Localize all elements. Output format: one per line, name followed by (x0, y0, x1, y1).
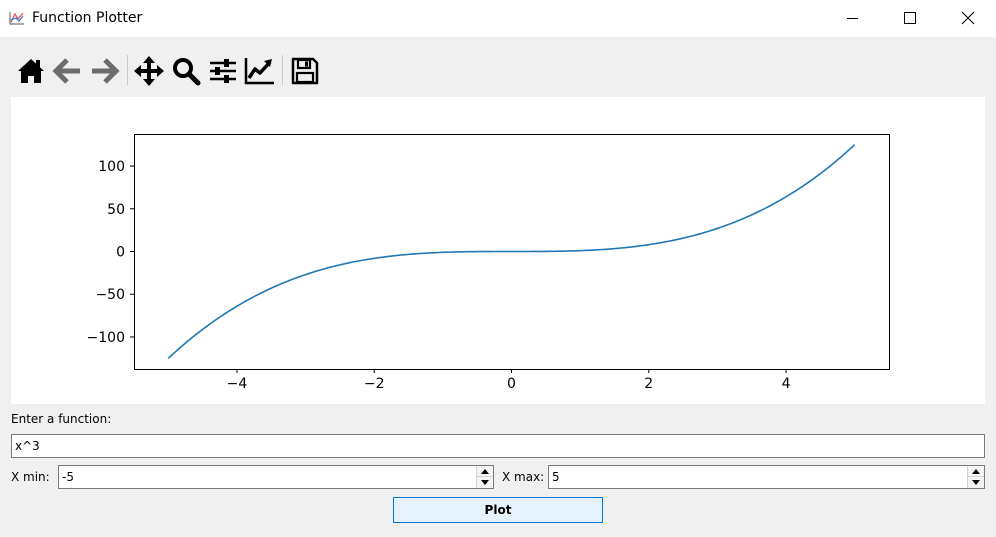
minimize-button[interactable] (823, 0, 881, 37)
x-tick-label: −2 (364, 376, 385, 392)
xmax-spinbox (548, 465, 985, 489)
x-tick-label: 0 (507, 376, 516, 392)
title-bar: Function Plotter (0, 0, 996, 37)
toolbar-separator (282, 55, 283, 85)
y-tick-label: 100 (98, 159, 125, 175)
save-button[interactable] (289, 52, 321, 88)
close-button[interactable] (939, 0, 996, 37)
xmin-input[interactable] (59, 466, 477, 488)
x-tick-label: −4 (227, 376, 248, 392)
y-tick-label: 50 (107, 202, 125, 218)
xmin-decrement-button[interactable] (477, 477, 493, 488)
function-label: Enter a function: (11, 412, 112, 426)
xmax-decrement-button[interactable] (968, 477, 984, 488)
plot-canvas[interactable]: −4 −2 0 2 4 −100 −50 0 50 100 (11, 97, 985, 404)
window-title: Function Plotter (32, 10, 143, 26)
pan-button[interactable] (133, 52, 165, 88)
x-tick-label: 4 (782, 376, 791, 392)
app-icon (8, 10, 26, 26)
xmax-increment-button[interactable] (968, 466, 984, 477)
xmax-spin-buttons (967, 466, 984, 488)
plot-button[interactable]: Plot (393, 497, 603, 523)
xmin-increment-button[interactable] (477, 466, 493, 477)
configure-subplots-button[interactable] (207, 52, 239, 88)
forward-button[interactable] (88, 52, 120, 88)
toolbar-separator (127, 55, 128, 85)
chart-svg: −4 −2 0 2 4 −100 −50 0 50 100 (87, 134, 890, 392)
xmin-label: X min: (11, 470, 50, 484)
xmax-input[interactable] (549, 466, 968, 488)
xmin-spin-buttons (476, 466, 493, 488)
xmax-label: X max: (502, 470, 545, 484)
maximize-button[interactable] (881, 0, 939, 37)
xmin-spinbox (58, 465, 494, 489)
y-tick-label: 0 (116, 245, 125, 261)
series-line (167, 144, 856, 359)
function-input[interactable] (11, 434, 985, 458)
y-tick-label: −50 (95, 287, 125, 303)
edit-axis-button[interactable] (243, 52, 275, 88)
zoom-button[interactable] (170, 52, 202, 88)
home-button[interactable] (15, 52, 47, 88)
x-tick-label: 2 (644, 376, 653, 392)
back-button[interactable] (52, 52, 84, 88)
y-tick-label: −100 (87, 330, 125, 346)
